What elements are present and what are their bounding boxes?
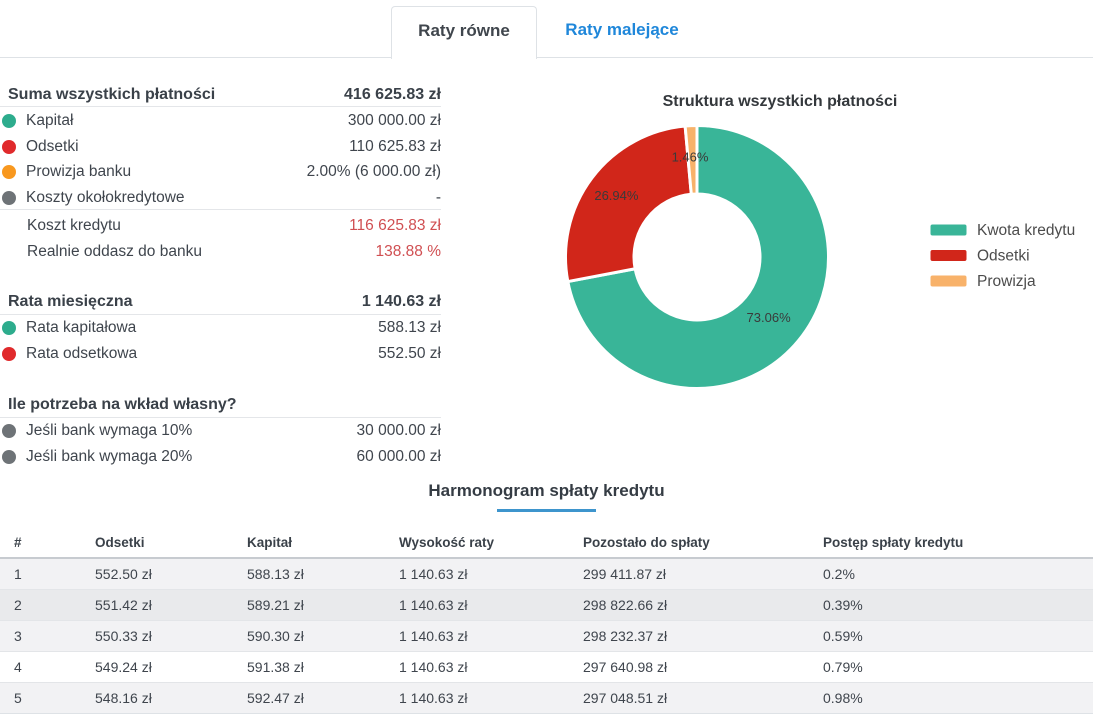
svg-text:73.06%: 73.06% [747,310,792,325]
svg-text:Odsetki: Odsetki [977,248,1030,265]
svg-text:Kwota kredytu: Kwota kredytu [977,222,1075,239]
svg-text:Struktura wszystkich płatności: Struktura wszystkich płatności [663,93,898,110]
svg-text:1.46%: 1.46% [672,150,709,165]
svg-text:26.94%: 26.94% [594,188,639,203]
svg-text:Prowizja: Prowizja [977,273,1036,290]
